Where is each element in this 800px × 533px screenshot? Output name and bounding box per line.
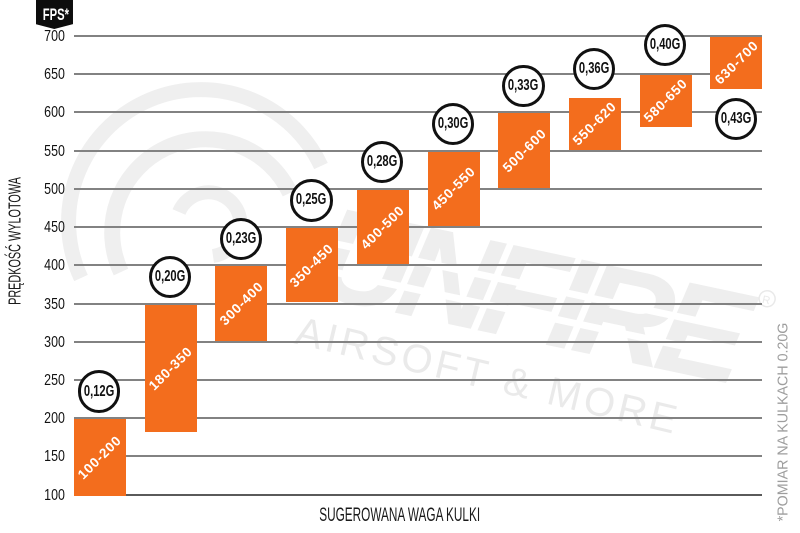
- svg-text:R: R: [761, 294, 771, 307]
